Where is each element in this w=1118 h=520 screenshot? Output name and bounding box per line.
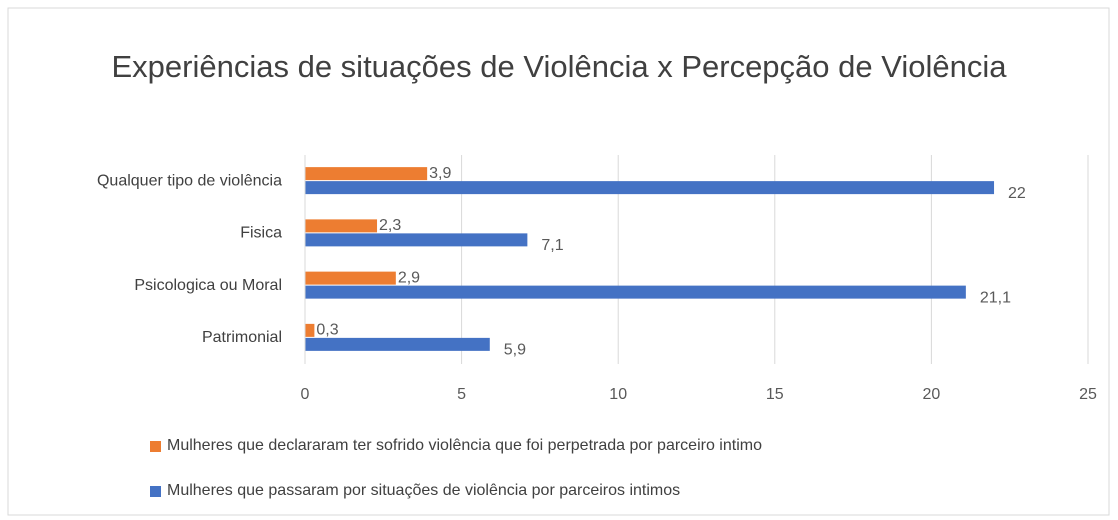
legend-item: Mulheres que declararam ter sofrido viol… bbox=[150, 437, 762, 455]
x-tick-label: 5 bbox=[457, 386, 466, 403]
value-label: 22 bbox=[1008, 185, 1026, 202]
x-tick-label: 25 bbox=[1079, 386, 1097, 403]
legend-swatch bbox=[150, 440, 161, 452]
chart-border bbox=[7, 7, 1110, 516]
y-tick-label: Qualquer tipo de violência bbox=[97, 172, 282, 189]
value-label: 2,9 bbox=[398, 269, 420, 286]
x-tick-label: 15 bbox=[766, 386, 784, 403]
chart-title: Experiências de situações de Violência x… bbox=[111, 49, 1007, 84]
value-label: 0,3 bbox=[316, 322, 338, 339]
value-label: 5,9 bbox=[504, 342, 526, 359]
bar bbox=[305, 233, 528, 247]
y-tick-label: Psicologica ou Moral bbox=[134, 277, 282, 294]
bar bbox=[305, 219, 378, 233]
y-tick-label: Fisica bbox=[240, 225, 282, 242]
value-label: 7,1 bbox=[541, 237, 563, 254]
bar bbox=[305, 167, 428, 181]
legend-swatch bbox=[150, 485, 161, 497]
legend-item: Mulheres que passaram por situações de v… bbox=[150, 482, 680, 500]
y-tick-label: Patrimonial bbox=[202, 329, 282, 346]
legend-label: Mulheres que declararam ter sofrido viol… bbox=[167, 437, 762, 454]
bar bbox=[305, 271, 396, 285]
bar bbox=[305, 181, 995, 195]
value-label: 2,3 bbox=[379, 217, 401, 234]
bar bbox=[305, 337, 490, 351]
bar bbox=[305, 285, 966, 299]
legend-label: Mulheres que passaram por situações de v… bbox=[167, 482, 681, 499]
x-tick-label: 20 bbox=[923, 386, 941, 403]
value-label: 3,9 bbox=[429, 165, 451, 182]
bar bbox=[305, 323, 315, 337]
value-label: 21,1 bbox=[980, 289, 1011, 306]
x-tick-label: 10 bbox=[609, 386, 627, 403]
x-tick-label: 0 bbox=[301, 386, 310, 403]
